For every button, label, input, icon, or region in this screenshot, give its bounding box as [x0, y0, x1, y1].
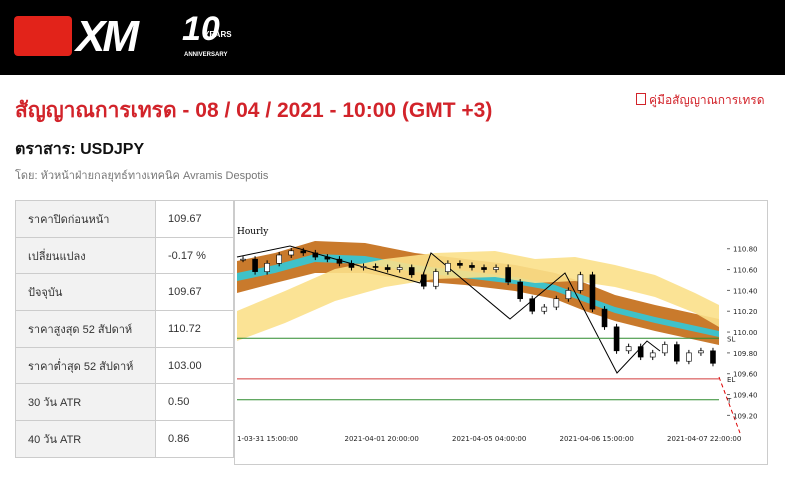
x-tick-label: 2021-04-05 04:00:00 — [452, 435, 526, 443]
candle — [360, 266, 367, 268]
table-row: ราคาต่ำสุด 52 สัปดาห์ 103.00 — [15, 346, 234, 385]
table-row: ปัจจุบัน 109.67 — [15, 273, 234, 312]
candle — [686, 352, 692, 362]
y-tick-label: 110.80 — [733, 246, 758, 254]
candle — [372, 266, 379, 268]
stat-label: ราคาสูงสุด 52 สัปดาห์ — [15, 310, 156, 348]
candle — [240, 258, 246, 261]
candle — [324, 256, 331, 260]
y-tick-label: 110.00 — [733, 329, 758, 337]
stat-label: ราคาต่ำสุด 52 สัปดาห์ — [15, 346, 156, 385]
candle — [276, 254, 282, 264]
candle — [348, 263, 355, 268]
candle — [288, 250, 295, 256]
candle — [637, 346, 644, 358]
y-tick-label: 110.60 — [733, 267, 758, 275]
stat-value: 103.00 — [155, 346, 234, 385]
table-row: เปลี่ยนแปลง -0.17 % — [15, 236, 234, 275]
x-tick-label: 1-03-31 15:00:00 — [237, 435, 298, 443]
candle — [384, 267, 391, 270]
candle — [433, 271, 439, 287]
candle — [481, 267, 487, 270]
anniversary-number: 10 — [182, 10, 220, 48]
guide-link-text[interactable]: คู่มือสัญญาณการเทรด — [649, 93, 765, 107]
anniversary-word: ANNIVERSARY — [184, 52, 228, 58]
table-row: ราคาปิดก่อนหน้า 109.67 — [15, 200, 234, 238]
candle — [710, 350, 716, 364]
stat-label: เปลี่ยนแปลง — [15, 236, 156, 275]
level-label: T — [726, 397, 732, 405]
stat-value: 109.67 — [155, 273, 234, 312]
y-tick-label: 109.40 — [733, 392, 758, 400]
anniversary-years: YEARS — [204, 30, 232, 39]
candle — [300, 250, 307, 254]
stat-label: ปัจจุบัน — [15, 273, 156, 312]
header: XM 10 YEARS ANNIVERSARY — [0, 0, 785, 75]
candle — [541, 306, 548, 312]
y-tick-label: 109.80 — [733, 350, 758, 358]
guide-link[interactable]: คู่มือสัญญาณการเทรด — [636, 91, 765, 110]
band-yellow — [237, 251, 719, 341]
y-tick-label: 110.40 — [733, 287, 758, 295]
y-tick-label: 110.20 — [733, 308, 758, 316]
target-arrow — [718, 376, 741, 434]
logo: XM — [76, 12, 139, 61]
stats-table: ราคาปิดก่อนหน้า 109.67 เปลี่ยนแปลง -0.17 % ป… — [15, 200, 234, 458]
candle — [420, 274, 427, 287]
candle — [336, 258, 343, 264]
author: โดย: หัวหน้าฝ่ายกลยุทธ์ทางเทคนิค Avramis… — [15, 170, 269, 182]
candle — [649, 352, 656, 358]
stat-label: ราคาปิดก่อนหน้า — [15, 200, 156, 238]
candle — [529, 298, 536, 312]
x-tick-label: 2021-04-07 22:00:00 — [667, 435, 741, 443]
candle — [589, 274, 596, 310]
table-row: 30 วัน ATR 0.50 — [15, 383, 234, 422]
y-tick-label: 109.60 — [733, 371, 758, 379]
stat-label: 30 วัน ATR — [15, 383, 156, 422]
chart-period: Hourly — [237, 227, 269, 237]
candle — [613, 326, 620, 352]
candle — [396, 267, 403, 270]
band-inner — [237, 254, 719, 337]
candle — [493, 267, 499, 270]
page-title: สัญญาณการเทรด - 08 / 04 / 2021 - 10:00 (… — [15, 99, 493, 122]
candle — [457, 263, 463, 266]
x-tick-label: 2021-04-06 15:00:00 — [560, 435, 634, 443]
x-tick-label: 2021-04-01 20:00:00 — [345, 435, 419, 443]
zigzag — [236, 245, 661, 374]
stat-label: 40 วัน ATR — [15, 420, 156, 458]
pdf-icon — [636, 93, 646, 105]
candle — [264, 263, 270, 272]
level-label: EL — [727, 376, 735, 384]
y-tick-label: 109.20 — [733, 412, 758, 420]
candle — [698, 350, 704, 354]
table-row: ราคาสูงสุด 52 สัปดาห์ 110.72 — [15, 310, 234, 348]
level-label: SL — [727, 335, 735, 343]
candle — [408, 267, 415, 276]
candle — [445, 263, 451, 272]
stat-value: 0.86 — [155, 420, 234, 458]
stat-value: 109.67 — [155, 200, 234, 238]
table-row: 40 วัน ATR 0.86 — [15, 420, 234, 458]
candle — [674, 344, 680, 362]
candle — [625, 346, 632, 352]
candle — [577, 274, 584, 291]
logo-icon — [14, 16, 72, 56]
candle — [252, 258, 258, 272]
stat-value: -0.17 % — [155, 236, 234, 275]
candle — [601, 308, 608, 328]
candle — [312, 252, 319, 258]
stat-value: 110.72 — [155, 310, 234, 348]
candle — [661, 344, 668, 354]
instrument: ตราสาร: USDJPY — [15, 141, 145, 158]
stat-value: 0.50 — [155, 383, 234, 422]
candle — [505, 267, 511, 283]
candle — [565, 290, 572, 300]
candle — [469, 265, 475, 268]
candle — [517, 281, 523, 300]
price-chart: Hourly 110.80 110.60 110.40 110.20 110.00 109… — [234, 200, 768, 465]
candle — [553, 298, 560, 308]
